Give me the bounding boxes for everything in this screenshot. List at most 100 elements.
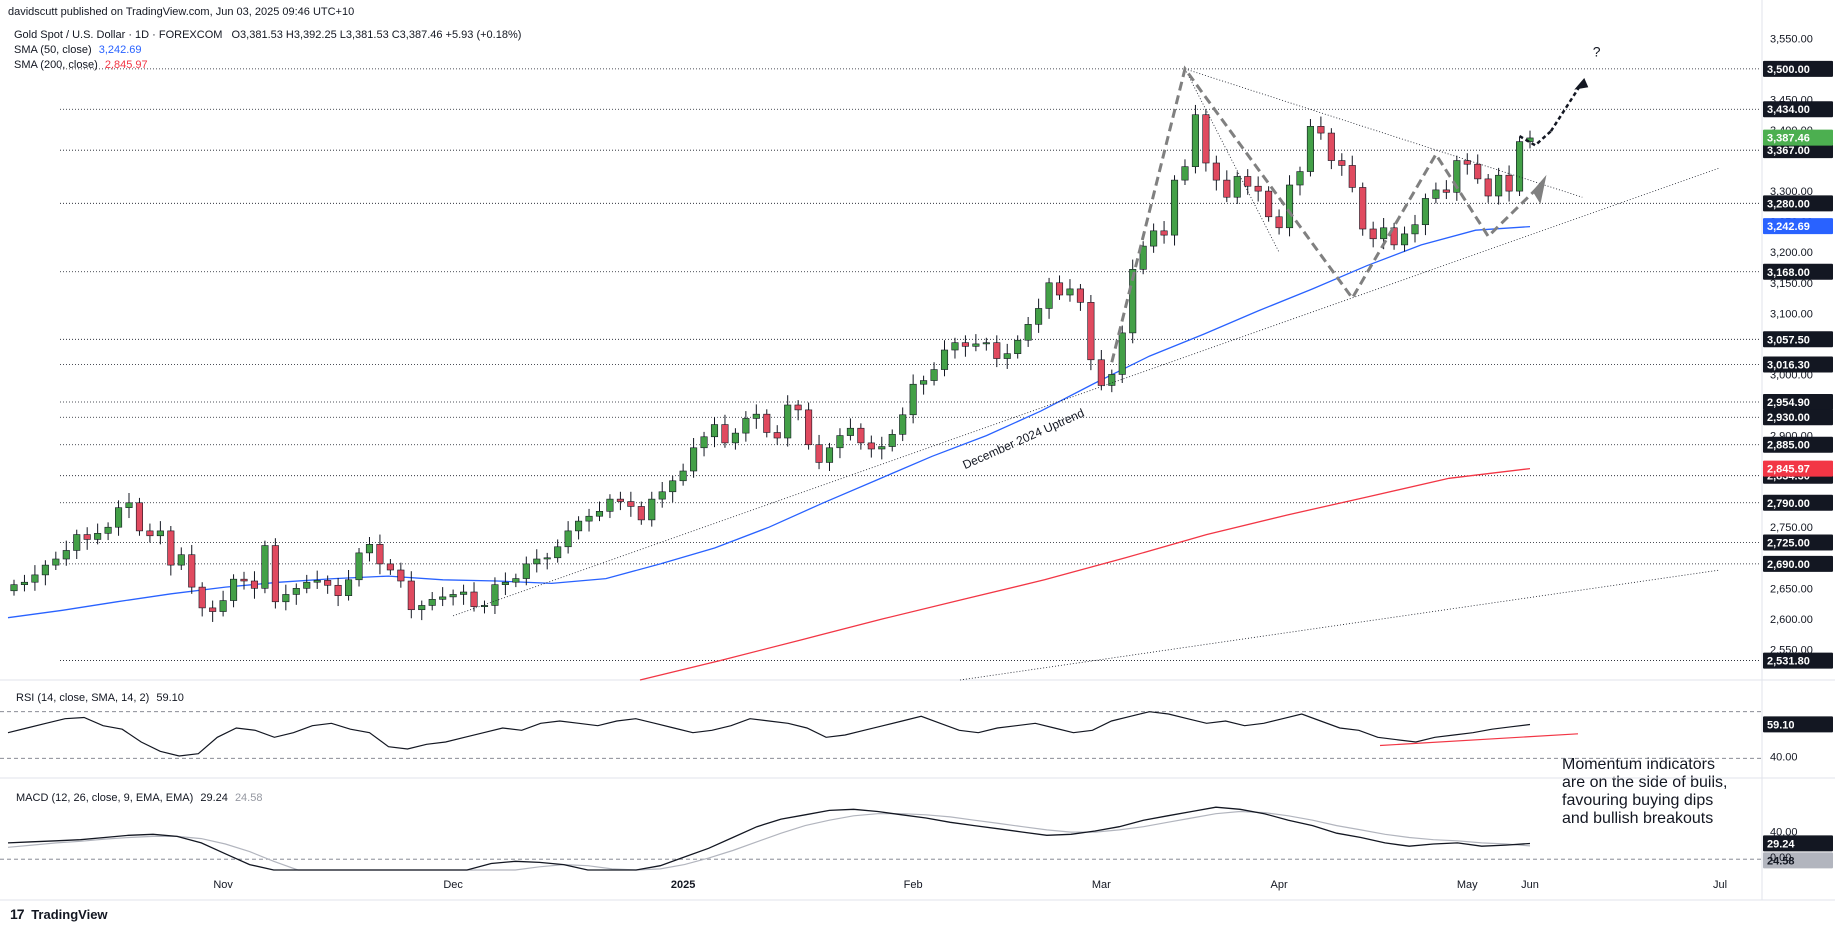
candle-body (52, 558, 60, 566)
candle-body (658, 491, 666, 500)
candle-body (1484, 178, 1492, 197)
candle-body (679, 470, 687, 482)
price-tick-label: 3,100.00 (1770, 308, 1813, 320)
candle-body (334, 584, 342, 596)
candle-body (1348, 165, 1356, 188)
level-badge (1763, 356, 1833, 373)
swing-path-grey (1110, 65, 1542, 363)
sma50-legend[interactable]: SMA (50, close) 3,242.69 (14, 43, 521, 58)
candle-body (909, 383, 917, 416)
price-tick-label: 2,650.00 (1770, 583, 1813, 595)
candle-body (146, 530, 154, 537)
candle-body (1306, 126, 1314, 172)
candle-body (595, 511, 604, 517)
candle-body (188, 554, 196, 588)
candle-body (324, 580, 332, 586)
candle-body (480, 605, 489, 607)
x-axis-label: Feb (904, 879, 923, 891)
sma200-badge-label: 2,845.97 (1767, 464, 1810, 476)
candle-body (167, 530, 175, 566)
candle-body (1118, 332, 1126, 375)
candle-body (1191, 114, 1199, 167)
candle-body (271, 545, 279, 603)
candle-body (470, 591, 478, 607)
rsi-legend[interactable]: RSI (14, close, SMA, 14, 2) 59.10 (16, 691, 184, 706)
candle-body (1254, 185, 1262, 192)
tradingview-brand[interactable]: 17 TradingView (10, 906, 108, 922)
candle-body (345, 579, 353, 596)
candle-body (1035, 308, 1043, 325)
projection-path-black (1518, 130, 1552, 147)
candle-body (993, 342, 1001, 359)
candle-body (491, 584, 499, 606)
x-axis-label: 2025 (671, 879, 695, 891)
candle-body (1390, 227, 1398, 246)
candle-body (418, 605, 426, 611)
level-badge (1763, 534, 1833, 551)
projection-path-black-2 (1549, 81, 1584, 132)
level-badge-label: 3,367.00 (1767, 145, 1810, 157)
level-badge-label: 2,690.00 (1767, 559, 1810, 571)
candle-body (554, 546, 562, 559)
level-badge (1763, 394, 1833, 411)
symbol-name[interactable]: Gold Spot / U.S. Dollar · 1D · FOREXCOM (14, 29, 223, 41)
macd-legend-signal: 24.58 (234, 792, 263, 804)
candle-body (533, 558, 541, 565)
candle-body (73, 534, 81, 551)
sma200-legend[interactable]: SMA (200, close) 2,845.97 (14, 58, 521, 73)
candle-body (1076, 288, 1084, 303)
x-axis-label: Dec (443, 879, 463, 891)
candle-body (1400, 233, 1409, 246)
sma50-label: SMA (50, close) (14, 44, 92, 56)
current-price-badge (1763, 129, 1833, 146)
candle-body (1285, 184, 1294, 229)
candle-body (1108, 374, 1116, 386)
candle-body (972, 343, 980, 347)
level-badge (1763, 494, 1833, 511)
candle-body (982, 342, 990, 345)
candle-body (1055, 282, 1064, 296)
candle-body (1275, 216, 1283, 229)
candle-body (1505, 174, 1513, 192)
candle-body (1369, 228, 1377, 240)
uptrend-line (452, 167, 1721, 617)
level-badge (1763, 409, 1833, 426)
candle-body (125, 502, 133, 508)
candle-body (690, 447, 698, 472)
candle-body (104, 526, 112, 534)
candle-body (1516, 141, 1524, 192)
candle-body (1453, 160, 1461, 193)
candle-body (867, 442, 875, 450)
macd-signal-line (7, 810, 1531, 871)
candle-body (219, 600, 227, 612)
macd-value-badge (1763, 835, 1833, 852)
price-tick-label: 3,150.00 (1770, 278, 1813, 290)
sma50-badge (1763, 218, 1833, 235)
candle-body (899, 414, 907, 435)
candle-body (261, 545, 269, 589)
rsi-legend-value: 59.10 (156, 692, 184, 704)
level-badge-label: 2,531.80 (1767, 656, 1810, 668)
sma200-value: 2,845.97 (104, 59, 148, 71)
candle-body (501, 581, 509, 585)
level-badge-label: 3,016.30 (1767, 359, 1810, 371)
candle-body (230, 578, 238, 601)
x-axis-label: Apr (1271, 879, 1288, 891)
rsi-label: RSI (14, close, SMA, 14, 2) (16, 692, 150, 704)
candle-body (836, 435, 844, 449)
candle-body (41, 564, 49, 576)
level-badge-label: 3,500.00 (1767, 64, 1810, 76)
candle-body (669, 480, 677, 493)
candle-body (1150, 230, 1158, 247)
candle-body (878, 446, 886, 450)
candle-body (1474, 163, 1482, 180)
wedge-upper-line (1184, 68, 1583, 198)
level-badge (1763, 101, 1833, 118)
question-mark-annotation: ? (1593, 44, 1601, 60)
macd-legend[interactable]: MACD (12, 26, close, 9, EMA, EMA) 29.24 … (16, 791, 262, 806)
candle-body (1442, 189, 1450, 193)
sma50-badge-label: 3,242.69 (1767, 221, 1810, 233)
candle-body (763, 413, 771, 433)
candle-body (439, 596, 447, 600)
